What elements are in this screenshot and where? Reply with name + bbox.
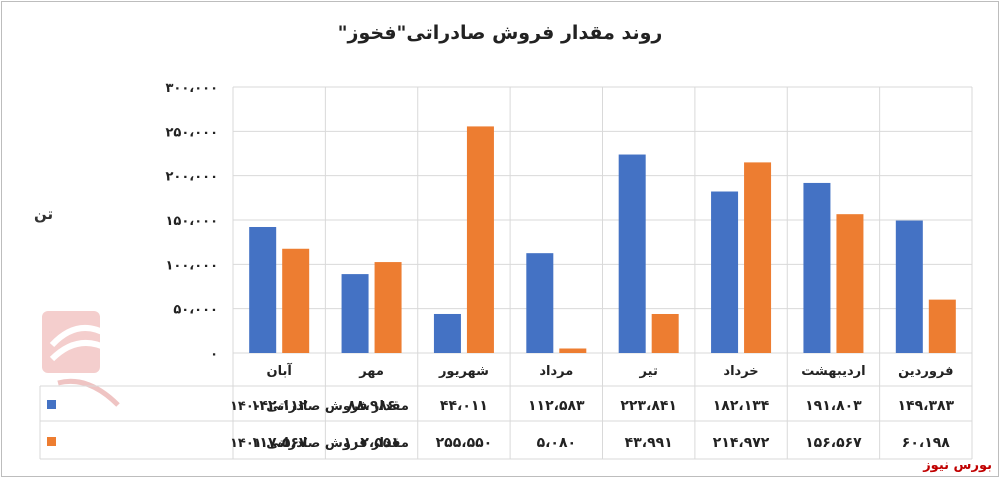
bar-1400 (249, 226, 277, 353)
y-tick-label: ۲۰۰،۰۰۰ (165, 170, 218, 185)
data-label-1401: ۱۰۲،۵۵۱ (343, 435, 400, 451)
bar-1401 (374, 262, 402, 353)
y-tick-label: ۱۵۰،۰۰۰ (165, 214, 218, 229)
data-label-1400: ۴۴،۰۱۱ (440, 398, 488, 414)
data-label-1400: ۱۹۱،۸۰۳ (805, 398, 862, 414)
legend-swatch-1400 (47, 400, 56, 409)
y-tick-label: ۰ (210, 347, 218, 362)
data-table: آبان ۱۴۲،۱۱۲ ۱۱۷،۵۶۷ مهر ۸۸،۹۸۶ ۱۰۲،۵۵۱ شهریور… (47, 362, 955, 451)
bar-1400 (526, 253, 554, 353)
bar-1400 (803, 182, 831, 353)
bar-1401 (836, 214, 864, 353)
data-label-1401: ۱۵۶،۵۶۷ (805, 435, 862, 451)
category-label: شهریور (438, 364, 489, 379)
bar-1401 (744, 162, 772, 353)
data-label-1400: ۸۸،۹۸۶ (348, 398, 396, 414)
bar-1401 (559, 348, 587, 353)
bar-1401 (928, 299, 956, 353)
y-tick-label: ۱۰۰،۰۰۰ (165, 258, 218, 273)
data-label-1401: ۴۳،۹۹۱ (625, 435, 673, 451)
bar-1400 (341, 274, 369, 353)
data-label-1401: ۶۰،۱۹۸ (902, 435, 950, 451)
category-label: آبان (267, 362, 293, 379)
data-label-1401: ۱۱۷،۵۶۷ (251, 435, 308, 451)
category-label: اردیبهشت (801, 364, 865, 379)
bar-1400 (618, 154, 646, 353)
bar-1401 (282, 248, 310, 353)
data-label-1400: ۱۴۹،۳۸۳ (898, 398, 955, 414)
bars (249, 126, 956, 354)
legend-swatch-1401 (47, 437, 56, 446)
legend-label-1400: مقدار فروش صادراتی ۱۴۰۰ (230, 399, 409, 414)
watermark-logo (42, 311, 120, 407)
y-tick-label: ۳۰۰،۰۰۰ (165, 81, 218, 96)
y-axis-label: تن (34, 205, 54, 223)
data-label-1401: ۲۱۴،۹۷۲ (713, 435, 770, 451)
category-label: مهر (358, 364, 384, 379)
data-label-1400: ۲۲۳،۸۴۱ (620, 398, 677, 414)
category-label: تیر (639, 364, 658, 379)
y-tick-label: ۵۰،۰۰۰ (173, 303, 218, 318)
category-label: خرداد (723, 364, 758, 379)
data-label-1400: ۱۸۲،۱۳۴ (713, 398, 770, 414)
category-label: فروردین (898, 364, 953, 379)
bar-1401 (466, 126, 494, 354)
y-tick-label: ۲۵۰،۰۰۰ (165, 125, 218, 140)
y-tick-labels: ۰ ۵۰،۰۰۰ ۱۰۰،۰۰۰ ۱۵۰،۰۰۰ ۲۰۰،۰۰۰ ۲۵۰،۰۰۰ ۳۰۰،۰… (165, 81, 218, 362)
data-label-1401: ۵،۰۸۰ (537, 435, 577, 451)
bar-1400 (433, 313, 461, 353)
bar-1400 (711, 191, 739, 353)
category-label: مرداد (539, 364, 573, 379)
chart-title: روند مقدار فروش صادراتی"فخوز" (337, 22, 663, 44)
data-label-1401: ۲۵۵،۵۵۰ (436, 435, 493, 451)
source-label: بورس نیوز (923, 458, 992, 473)
legend-label-1401: مقدار فروش صادراتی ۱۴۰۱ (230, 436, 409, 451)
data-label-1400: ۱۴۲،۱۱۲ (251, 398, 308, 414)
data-label-1400: ۱۱۲،۵۸۳ (528, 398, 585, 414)
bar-1400 (895, 220, 923, 353)
bar-1401 (651, 313, 679, 353)
